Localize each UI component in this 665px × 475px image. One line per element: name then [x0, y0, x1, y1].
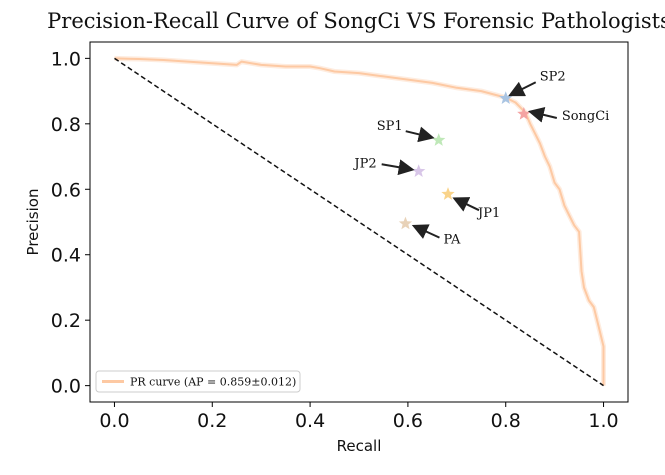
y-tick-label: 0.4 [51, 245, 81, 267]
annotation-arrow-jp2 [381, 159, 415, 176]
diagonal-reference-line [114, 57, 604, 387]
y-tick-label: 0.6 [51, 179, 81, 201]
marker-pa-star [398, 216, 413, 230]
marker-jp2-star [412, 164, 426, 177]
legend: PR curve (AP = 0.859±0.012) [95, 370, 301, 393]
marker-sp1-star [432, 133, 446, 146]
y-tick-label: 0.2 [51, 310, 81, 332]
legend-box [95, 370, 301, 393]
x-tick-label: 1.0 [588, 410, 618, 432]
annotation-label-sp1: SP1 [377, 119, 403, 134]
annotation-label-songci: SongCi [562, 109, 610, 124]
marker-songci-star [517, 107, 531, 120]
chart-title: Precision-Recall Curve of SongCi VS Fore… [47, 9, 665, 33]
annotation-arrow-jp1 [452, 197, 480, 212]
x-tick-label: 0.6 [393, 410, 423, 432]
x-tick-label: 0.2 [197, 410, 227, 432]
x-tick-label: 0.8 [491, 410, 521, 432]
y-tick-label: 0.0 [51, 376, 81, 398]
annotation-arrow-sp1 [405, 126, 435, 143]
annotation-label-pa: PA [443, 233, 461, 248]
x-tick-label: 0.4 [295, 410, 325, 432]
annotation-arrow-pa [411, 224, 440, 239]
y-tick-label: 0.8 [51, 114, 81, 136]
y-tick-label: 1.0 [51, 48, 81, 70]
y-axis-label: Precision [24, 189, 42, 256]
annotation-label-sp2: SP2 [540, 69, 566, 84]
marker-jp1-star [441, 187, 455, 200]
annotation-label-jp1: JP1 [476, 206, 500, 221]
legend-label: PR curve (AP = 0.859±0.012) [130, 376, 296, 389]
annotation-label-jp2: JP2 [352, 156, 376, 171]
x-axis-label: Recall [337, 437, 382, 455]
annotation-arrow-sp2 [508, 81, 537, 97]
x-tick-label: 0.0 [99, 410, 129, 432]
pr-curve-line [114, 57, 605, 386]
plot-frame [89, 41, 629, 403]
marker-sp2-star [499, 91, 513, 104]
annotation-arrow-songci [527, 107, 558, 123]
